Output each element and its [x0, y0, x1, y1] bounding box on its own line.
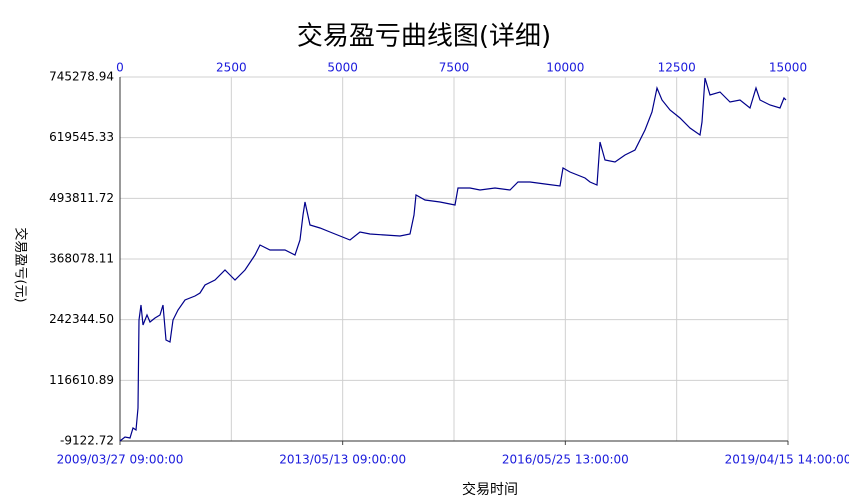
x-tick-label: 2500 — [216, 61, 247, 75]
y-tick-label: -9122.72 — [60, 434, 114, 448]
x-date-label: 2019/04/15 14:00:00 — [725, 453, 849, 467]
x-tick-label: 12500 — [658, 61, 696, 75]
x-axis-label: 交易时间 — [462, 481, 518, 498]
equity-line — [119, 77, 787, 442]
y-tick-label: 493811.72 — [49, 191, 114, 205]
x-date-label: 2016/05/25 13:00:00 — [502, 453, 629, 467]
y-tick-label: 745278.94 — [49, 70, 114, 84]
x-tick-label: 5000 — [327, 61, 358, 75]
y-axis-label: 交易盈亏(元) — [13, 227, 29, 302]
x-tick-label: 15000 — [769, 61, 807, 75]
x-tick-label: 0 — [116, 61, 124, 75]
y-tick-label: 116610.89 — [49, 373, 114, 387]
x-tick-label: 10000 — [546, 61, 584, 75]
x-tick-label: 7500 — [439, 61, 470, 75]
y-tick-label: 368078.11 — [49, 252, 114, 266]
chart-title: 交易盈亏曲线图(详细) — [297, 22, 551, 52]
x-date-label: 2009/03/27 09:00:00 — [57, 453, 184, 467]
y-tick-label: 242344.50 — [49, 312, 114, 326]
x-date-label: 2013/05/13 09:00:00 — [279, 453, 406, 467]
y-tick-label: 619545.33 — [49, 130, 114, 144]
